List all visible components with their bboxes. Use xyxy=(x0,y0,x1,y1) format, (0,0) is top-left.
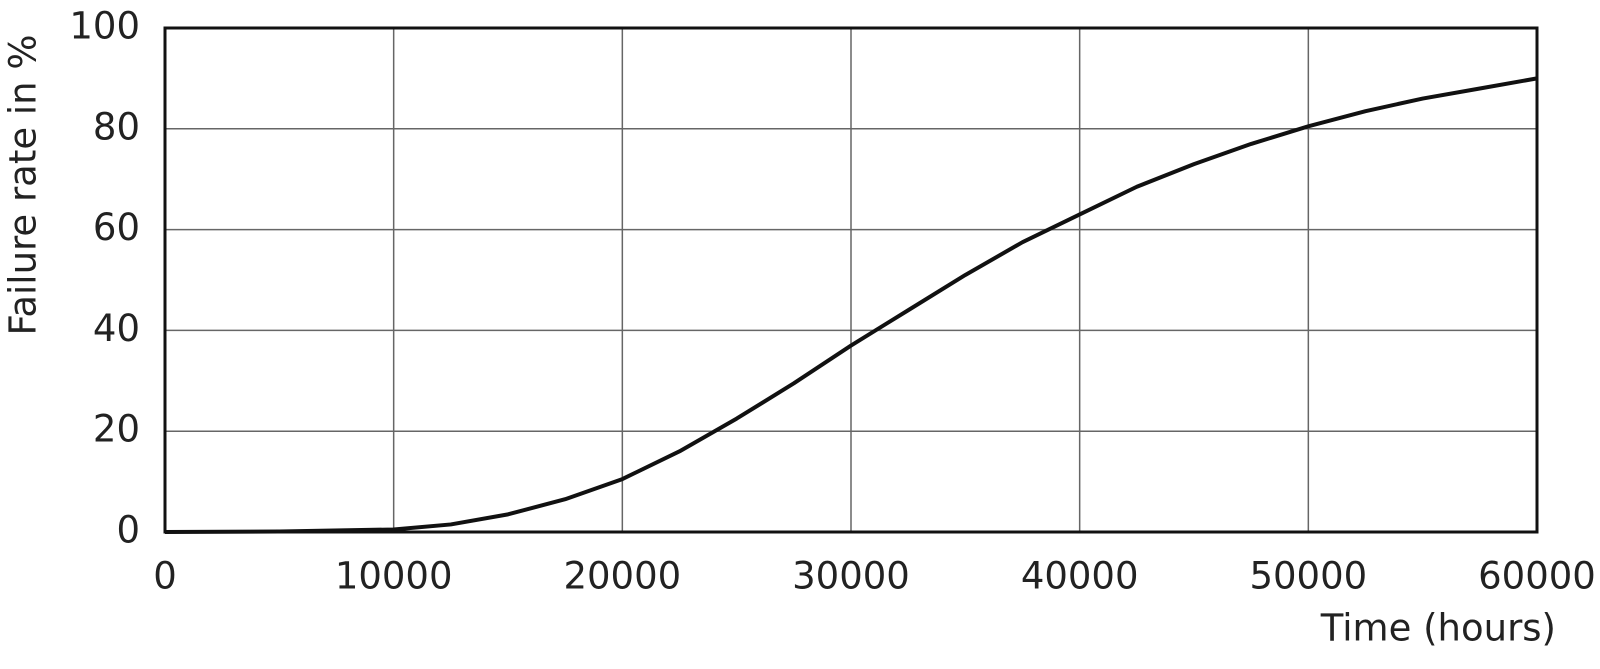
y-axis-label: Failure rate in % xyxy=(2,34,45,335)
x-tick-label: 40000 xyxy=(1021,555,1139,598)
plot-frame xyxy=(163,26,1539,534)
x-tick-label: 20000 xyxy=(563,555,681,598)
data-line xyxy=(164,76,1538,534)
x-tick-label: 10000 xyxy=(335,555,453,598)
x-tick-label: 0 xyxy=(153,555,177,598)
x-tick-label: 60000 xyxy=(1478,555,1596,598)
x-axis-label: Time (hours) xyxy=(1320,607,1556,650)
y-tick-label: 20 xyxy=(93,408,140,451)
y-tick-label: 80 xyxy=(93,105,140,148)
y-tick-label: 40 xyxy=(93,307,140,350)
x-tick-label: 50000 xyxy=(1249,555,1367,598)
x-tick-label: 30000 xyxy=(792,555,910,598)
y-tick-label: 60 xyxy=(93,206,140,249)
y-tick-label: 100 xyxy=(69,5,140,48)
y-tick-label: 0 xyxy=(116,509,140,552)
